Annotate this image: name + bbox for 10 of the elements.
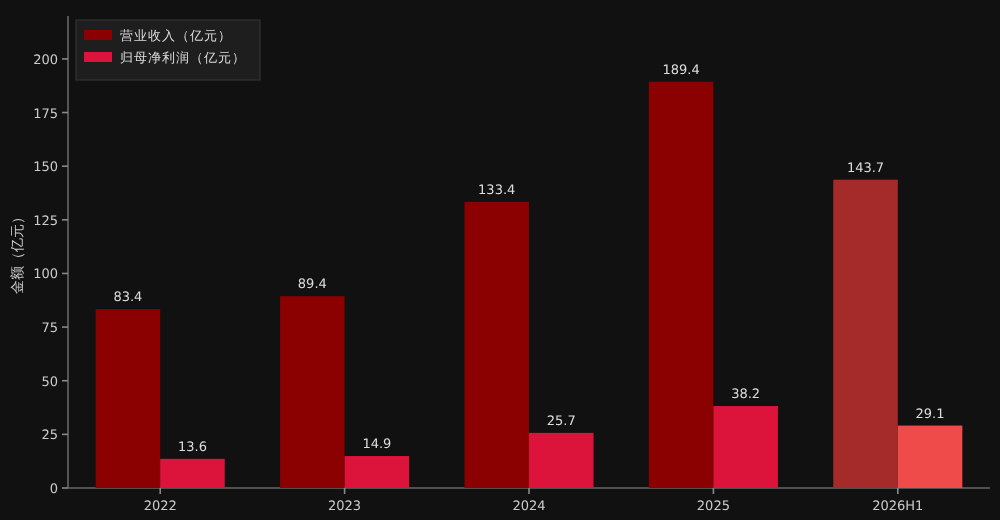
bar: [160, 458, 225, 488]
bar: [529, 432, 594, 488]
bar: [344, 456, 410, 488]
bar: [648, 81, 714, 488]
bar: [464, 201, 529, 488]
bar: [280, 296, 345, 488]
bar: [713, 406, 778, 488]
bar: [897, 425, 963, 488]
bar: [95, 309, 161, 488]
bar: [833, 179, 898, 488]
